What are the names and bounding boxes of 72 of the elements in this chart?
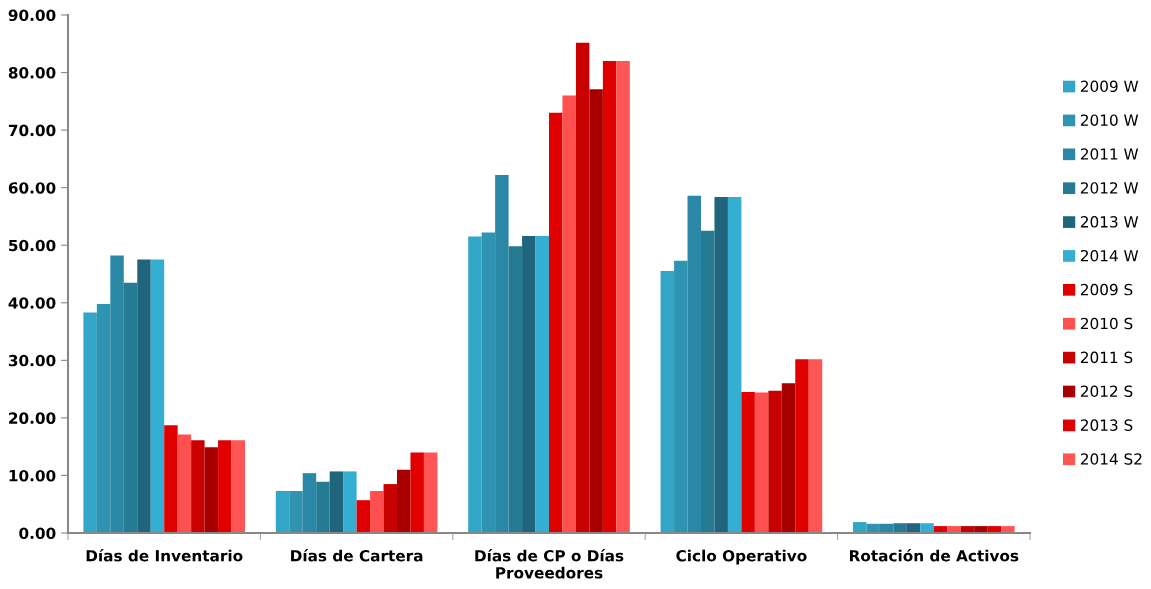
bar: [468, 236, 482, 533]
bar: [974, 526, 988, 533]
bar: [316, 481, 330, 533]
bar: [83, 312, 97, 533]
bar: [589, 89, 603, 533]
y-tick-label: 30.00: [8, 354, 56, 367]
bar: [137, 259, 151, 533]
y-tick-label: 80.00: [8, 67, 56, 79]
bar: [808, 359, 823, 533]
legend-label: 2012 S: [1080, 385, 1133, 398]
y-tick-label: 50.00: [9, 239, 56, 252]
bar: [575, 42, 590, 533]
legend-label: 2011 W: [1080, 148, 1139, 160]
bar: [920, 523, 934, 533]
x-tick-label: Días de Cartera: [291, 549, 423, 562]
bar: [549, 112, 563, 533]
legend-label: 2010 W: [1080, 114, 1139, 126]
bar: [616, 61, 630, 533]
bar: [275, 490, 290, 533]
x-tick-label: Días de Inventario: [86, 549, 243, 562]
bar: [768, 390, 782, 533]
y-tick-label: 90.00: [8, 9, 56, 22]
legend-label: 2013 S: [1080, 419, 1133, 431]
bar: [231, 440, 246, 533]
bar: [741, 391, 755, 533]
y-tick-label: 10.00: [9, 469, 56, 482]
bar: [781, 383, 796, 533]
legend-label: 2009 W: [1080, 80, 1139, 93]
bar: [370, 490, 384, 533]
bar: [356, 500, 371, 533]
y-tick-label: 40.00: [8, 297, 56, 309]
bar: [1001, 526, 1015, 533]
bar: [410, 452, 424, 533]
bar: [164, 425, 178, 533]
y-tick-label: 0.00: [19, 527, 56, 540]
x-tick-label: Rotación de Activos: [849, 549, 1019, 562]
bar: [535, 236, 549, 533]
bar: [727, 196, 742, 533]
bar: [191, 440, 205, 533]
bar: [893, 523, 907, 533]
bar: [329, 471, 344, 533]
bar: [177, 434, 192, 533]
bar: [714, 196, 728, 533]
bar: [660, 271, 675, 533]
y-tick-label: 60.00: [8, 182, 56, 194]
x-tick-label: Días de CP o Días Proveedores: [475, 549, 624, 579]
legend-label: 2013 W: [1080, 216, 1139, 228]
bar: [150, 259, 165, 533]
bar: [343, 471, 357, 533]
bar: [522, 236, 536, 533]
bar: [754, 392, 769, 533]
legend-label: 2009 S: [1080, 283, 1133, 296]
bar: [562, 95, 576, 533]
bar: [602, 61, 617, 533]
bar: [423, 452, 438, 533]
legend-label: 2012 W: [1080, 182, 1139, 194]
bar: [701, 230, 715, 533]
bar: [204, 447, 219, 533]
legend-label: 2014 W: [1080, 249, 1139, 262]
legend-label: 2010 S: [1080, 317, 1133, 330]
y-tick-label: 20.00: [9, 412, 56, 424]
bar: [397, 469, 411, 533]
bar: [508, 246, 523, 533]
bar: [218, 440, 232, 533]
bar: [947, 526, 961, 533]
legend-label: 2011 S: [1080, 351, 1133, 364]
x-tick-label: Ciclo Operativo: [676, 549, 807, 565]
bar: [123, 282, 138, 533]
bar: [383, 484, 397, 533]
bar: [795, 359, 809, 533]
y-tick-label: 70.00: [8, 124, 56, 137]
legend-label: 2014 S2: [1080, 453, 1142, 465]
